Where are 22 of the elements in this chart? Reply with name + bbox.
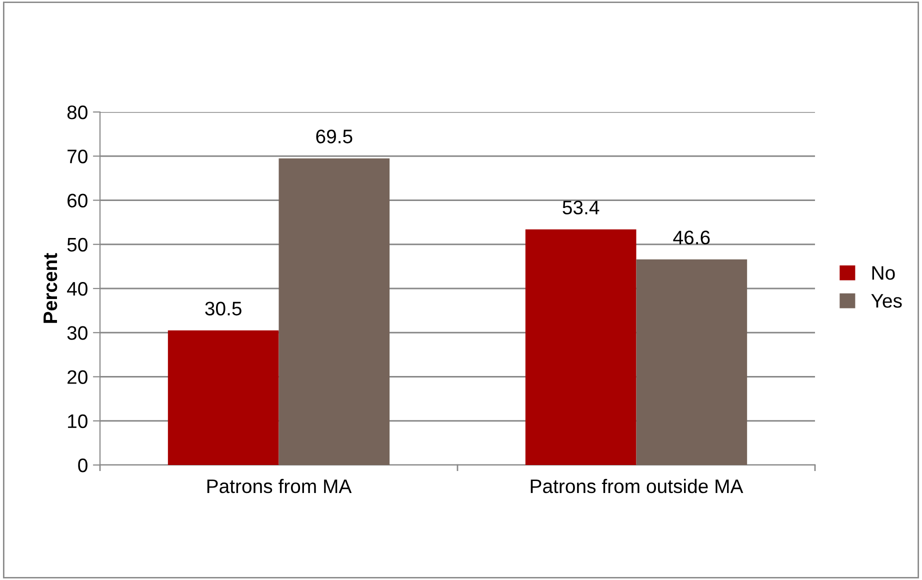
y-tick-label: 0: [78, 458, 88, 472]
y-tick-label: 70: [68, 150, 88, 164]
y-tick-label: 50: [67, 238, 88, 252]
bar: [525, 229, 636, 465]
data-label: 30.5: [205, 302, 242, 316]
data-label: 69.5: [316, 130, 352, 144]
bar: [636, 259, 748, 465]
x-tick-label: Patrons from MA: [207, 478, 352, 494]
x-tick-label: Patrons from outside MA: [530, 478, 744, 494]
y-tick-label: 30: [67, 326, 88, 340]
y-tick-label: 40: [67, 282, 88, 296]
bar: [168, 330, 279, 465]
y-axis-title: Percent: [44, 253, 58, 323]
y-tick-label: 60: [68, 194, 88, 208]
bar: [278, 158, 390, 465]
y-tick-label: 80: [67, 105, 88, 120]
y-tick-label: 20: [68, 370, 88, 384]
legend-label: No: [872, 266, 895, 280]
data-label: 46.6: [673, 230, 710, 244]
y-tick-label: 10: [68, 414, 88, 428]
data-label: 53.4: [562, 200, 600, 214]
legend-label: Yes: [871, 294, 902, 308]
